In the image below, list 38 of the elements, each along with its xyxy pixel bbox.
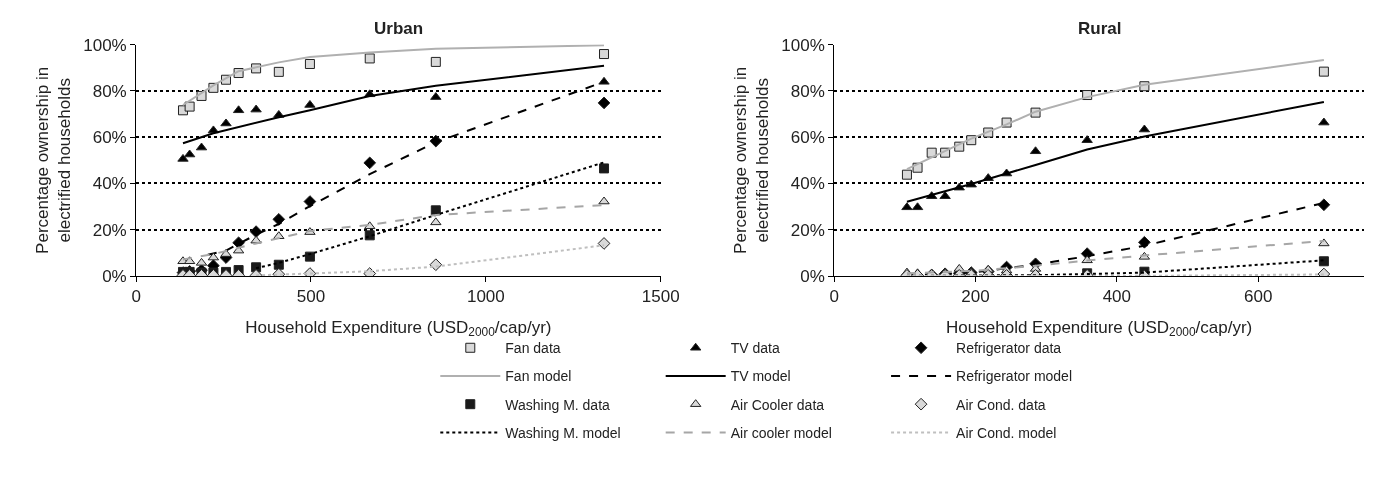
y-tick-label: 0%	[102, 267, 127, 287]
x-tick-label: 0	[829, 287, 839, 307]
legend-label: Air cooler model	[730, 424, 832, 441]
chart-title: Urban	[374, 19, 424, 38]
legend-label: Air Cond. model	[956, 424, 1057, 441]
x-axis-title: Household Expenditure (USD$_{2000}$/cap/yr)	[245, 317, 552, 340]
legend-label: Fan data	[505, 340, 561, 357]
legend-label: Air Cooler data	[730, 396, 825, 413]
legend-label: Refrigerator data	[956, 340, 1062, 357]
y-tick-label: 20%	[790, 220, 825, 240]
x-tick-label: 500	[296, 287, 326, 307]
y-tick-label: 0%	[800, 267, 825, 287]
x-axis-title: Household Expenditure (USD$_{2000}$/cap/yr)	[946, 317, 1253, 340]
y-tick-label: 100%	[781, 35, 825, 55]
x-tick-label: 600	[1243, 287, 1273, 307]
y-tick-label: 80%	[92, 81, 127, 101]
x-tick-label: 200	[961, 287, 990, 307]
legend-label: Refrigerator model	[956, 368, 1073, 385]
legend-label: Washing M. data	[505, 396, 611, 413]
x-tick-label: 0	[131, 287, 141, 307]
x-tick-label: 1500	[641, 287, 680, 307]
legend-label: TV model	[730, 368, 791, 385]
y-tick-label: 40%	[790, 174, 825, 194]
legend-label: Fan model	[505, 368, 572, 385]
y-axis-title: Percentage ownership in electrified households	[730, 66, 772, 254]
legend-label: Air Cond. data	[956, 396, 1046, 413]
y-tick-label: 100%	[83, 35, 127, 55]
x-tick-label: 400	[1102, 287, 1132, 307]
legend-label: TV data	[730, 340, 780, 357]
x-tick-label: 1000	[466, 287, 505, 307]
y-tick-label: 60%	[790, 128, 825, 148]
chart-title: Rural	[1078, 19, 1122, 38]
y-tick-label: 80%	[790, 81, 825, 101]
y-tick-label: 60%	[92, 128, 127, 148]
y-axis-title: Percentage ownership in electrified households	[32, 66, 74, 254]
legend-label: Washing M. model	[505, 424, 621, 441]
y-tick-label: 40%	[92, 174, 127, 194]
y-tick-label: 20%	[92, 220, 127, 240]
